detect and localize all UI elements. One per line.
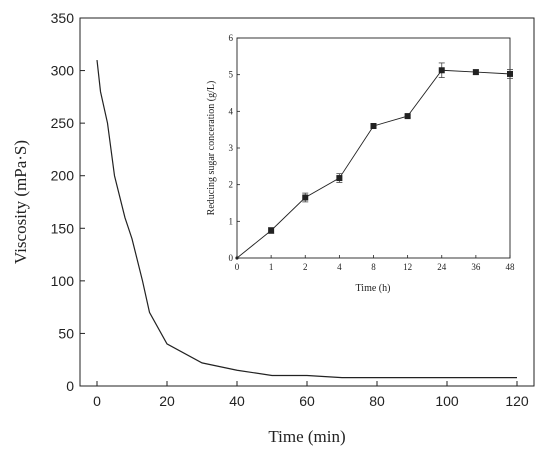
- inset-y-tick-label: 5: [229, 70, 234, 80]
- main-y-tick-label: 200: [51, 168, 75, 184]
- main-y-tick-label: 300: [51, 63, 75, 79]
- main-x-tick-label: 20: [159, 393, 175, 409]
- inset-x-tick-label: 4: [337, 262, 342, 272]
- inset-y-tick-label: 0: [229, 253, 234, 263]
- main-x-tick-label: 40: [229, 393, 245, 409]
- main-x-tick-label: 120: [505, 393, 529, 409]
- main-x-tick-label: 60: [299, 393, 315, 409]
- main-x-tick-label: 100: [435, 393, 459, 409]
- inset-data-point: [302, 194, 309, 201]
- inset-y-tick-label: 4: [229, 106, 234, 116]
- inset-data-point: [472, 69, 479, 76]
- inset-y-tick-label: 3: [229, 143, 234, 153]
- inset-background: [237, 38, 510, 258]
- inset-x-axis-label: Time (h): [356, 283, 391, 294]
- main-y-tick-label: 250: [51, 115, 75, 131]
- inset-x-tick-label: 2: [303, 262, 308, 272]
- inset-data-point: [404, 113, 411, 120]
- inset-markers: [235, 62, 513, 260]
- main-y-tick-label: 50: [58, 325, 74, 341]
- main-series-line: [96, 59, 517, 379]
- main-y-tick-label: 150: [51, 220, 75, 236]
- inset-y-tick-label: 6: [229, 33, 234, 43]
- inset-data-point: [438, 67, 445, 74]
- main-x-axis-label: Time (min): [268, 427, 345, 446]
- inset-x-tick-label: 8: [371, 262, 376, 272]
- main-x-tick-label: 80: [369, 393, 385, 409]
- main-y-tick-label: 0: [66, 378, 74, 394]
- inset-y-axis-label: Reducing sugar conceration (g/L): [206, 81, 217, 216]
- main-y-tick-label: 350: [51, 10, 75, 26]
- inset-data-point: [268, 227, 275, 234]
- inset-x-tick-label: 0: [235, 262, 240, 272]
- main-x-tick-label: 0: [93, 393, 101, 409]
- inset-x-tick-label: 1: [269, 262, 274, 272]
- inset-x-tick-label: 24: [437, 262, 447, 272]
- inset-x-tick-label: 48: [506, 262, 516, 272]
- inset-y-tick-label: 2: [229, 180, 234, 190]
- inset-data-point: [235, 256, 239, 260]
- main-y-axis: 0 50 100 150 200 250 300 350: [51, 10, 85, 394]
- inset-data-point: [507, 70, 513, 77]
- inset-y-tick-label: 1: [229, 216, 234, 226]
- inset-x-tick-label: 12: [403, 262, 412, 272]
- inset-x-axis: 0 1 2 4 8 12 24 36 48: [235, 255, 515, 272]
- main-y-tick-label: 100: [51, 273, 75, 289]
- inset-x-tick-label: 36: [471, 262, 481, 272]
- inset-data-point: [370, 123, 377, 129]
- inset-data-point: [336, 175, 343, 182]
- main-x-axis: 0 20 40 60 80 100 120: [93, 381, 529, 409]
- main-y-axis-label: Viscosity (mPa·S): [11, 140, 30, 264]
